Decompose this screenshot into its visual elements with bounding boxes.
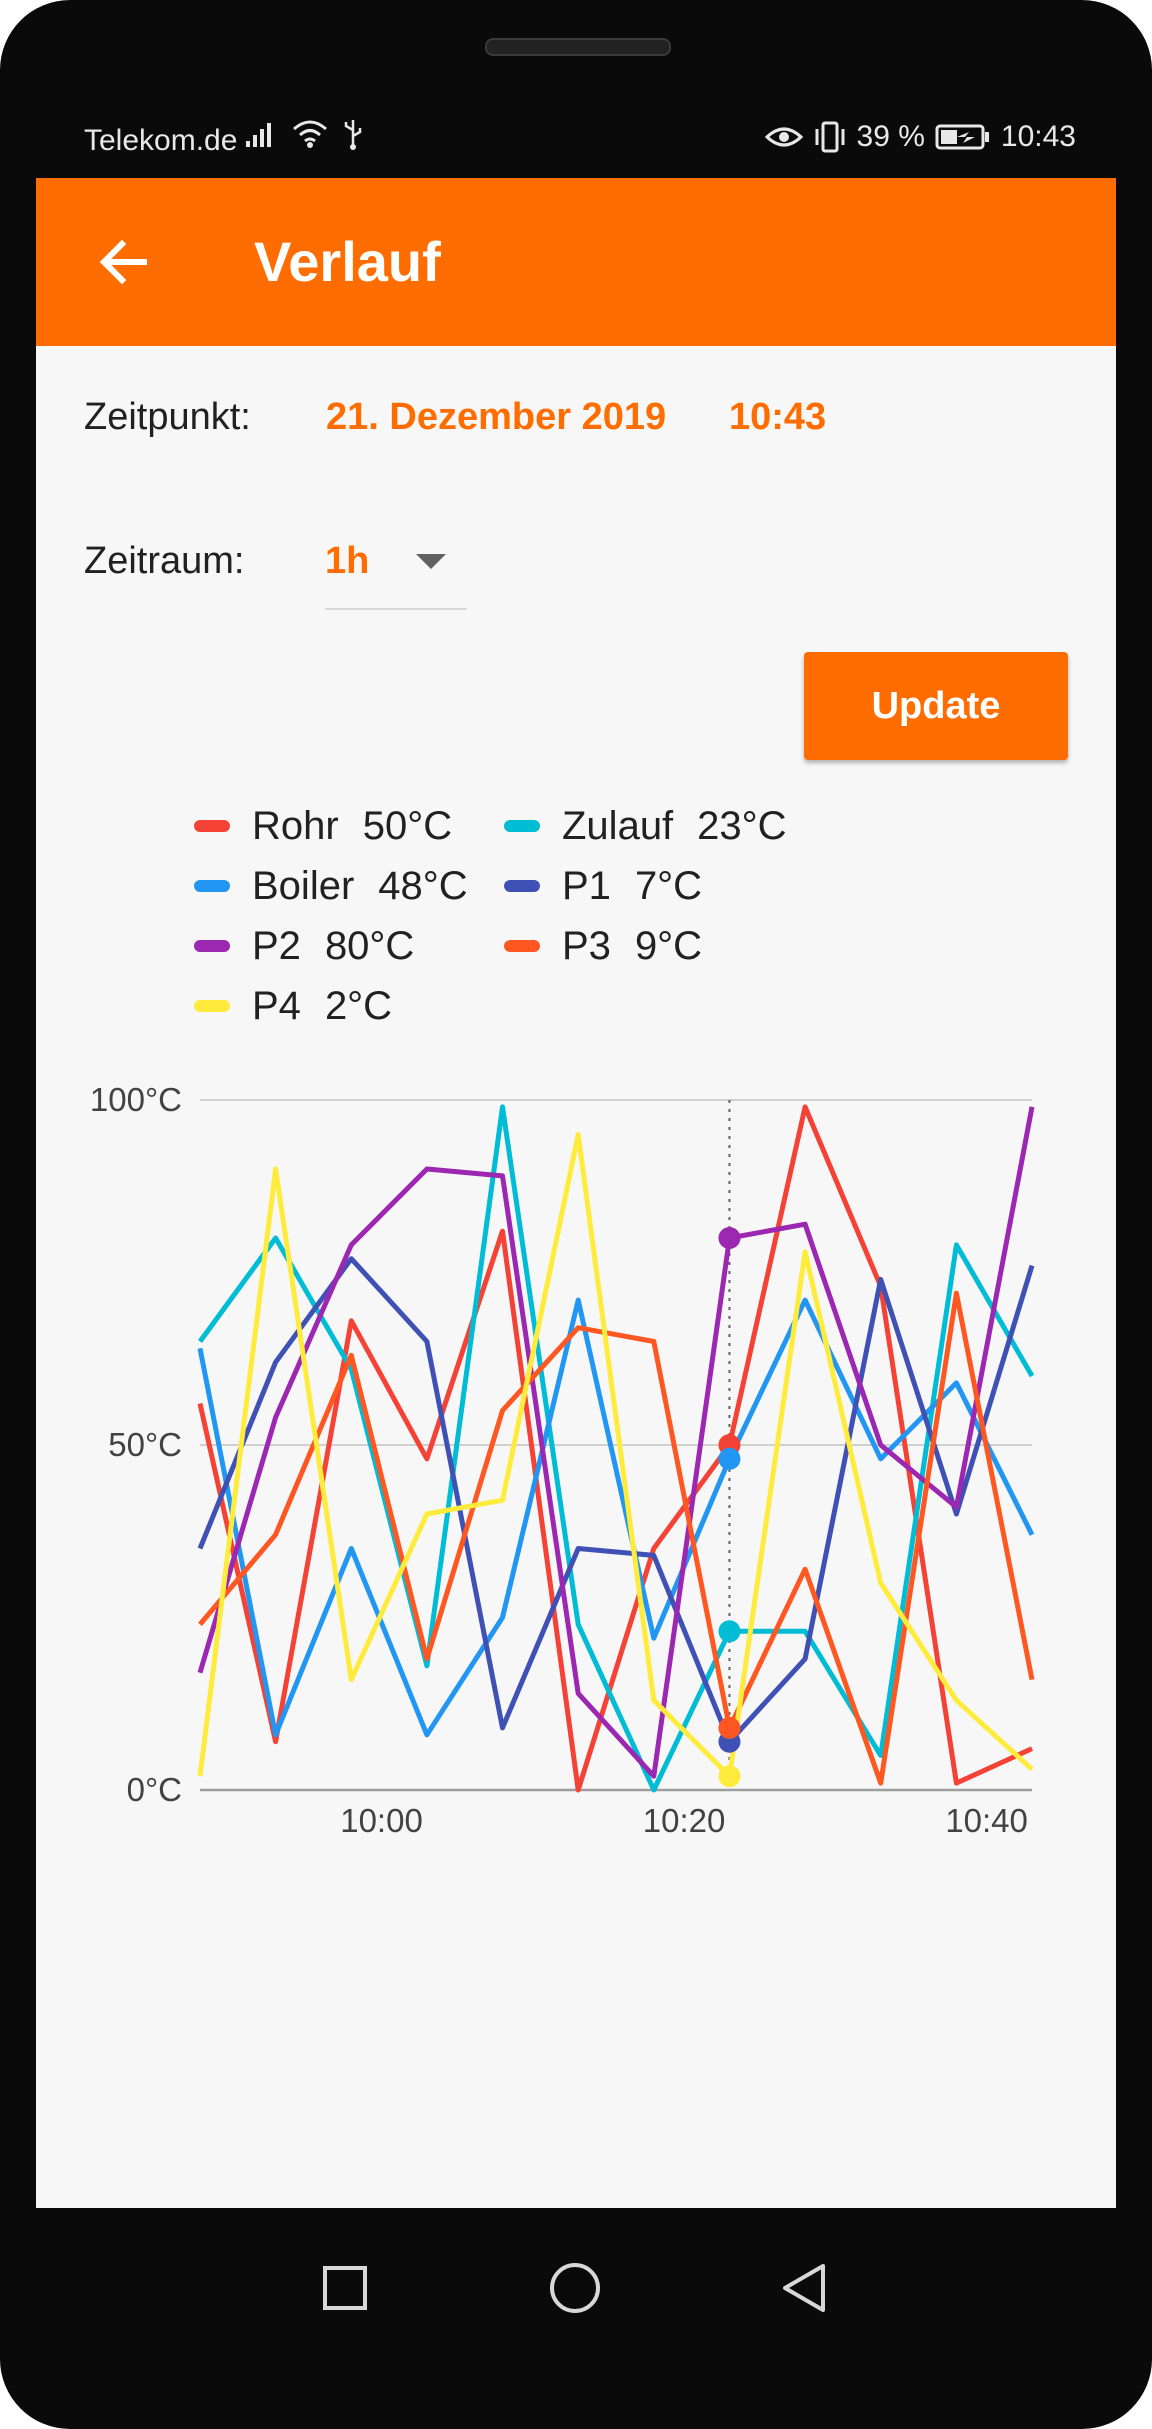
dropdown-arrow-icon	[416, 554, 446, 569]
legend-name: P3	[562, 923, 611, 968]
series-line-p4	[197, 1132, 1034, 1779]
carrier-name: Telekom.de	[84, 124, 238, 157]
legend-swatch	[194, 1000, 230, 1012]
vibrate-icon	[815, 121, 845, 153]
cursor-point-p4	[718, 1765, 741, 1788]
update-button[interactable]: Update	[804, 652, 1068, 760]
legend-value: 48°C	[378, 863, 468, 908]
zeitpunkt-time[interactable]: 10:43	[729, 396, 827, 438]
status-bar: Telekom.de	[36, 112, 1116, 172]
recent-apps-icon[interactable]	[305, 2248, 385, 2328]
legend-item-rohr: Rohr 50°C	[194, 801, 452, 851]
legend-swatch	[504, 820, 540, 832]
legend-value: 2°C	[324, 983, 393, 1028]
battery-percent: 39 %	[856, 120, 925, 153]
legend-item-boiler: Boiler 48°C	[194, 861, 468, 911]
legend-name: Zulauf	[562, 803, 674, 848]
cursor-point-zulauf	[718, 1620, 741, 1643]
series-line-p3	[198, 1290, 1035, 1786]
cursor-point-p3	[718, 1716, 741, 1739]
eye-comfort-icon	[764, 127, 803, 147]
home-icon[interactable]	[535, 2248, 615, 2328]
series-line-p2	[197, 1106, 1035, 1779]
app-bar: Verlauf	[36, 178, 1116, 346]
legend-swatch	[194, 880, 230, 892]
legend-value: 50°C	[362, 803, 453, 848]
legend-name: Boiler	[252, 863, 355, 908]
y-tick-label: 50°C	[108, 1426, 182, 1463]
app-screen: Verlauf Zeitpunkt: 21. Dezember 2019 10:…	[36, 178, 1116, 2208]
zeitpunkt-date[interactable]: 21. Dezember 2019	[326, 396, 667, 438]
wifi-icon	[293, 120, 327, 148]
usb-icon	[344, 120, 362, 150]
legend-item-p1: P1 7°C	[504, 861, 702, 911]
battery-icon	[935, 124, 989, 150]
legend-name: P1	[562, 863, 611, 908]
x-tick-label: 10:00	[340, 1802, 423, 1839]
legend-swatch	[504, 940, 540, 952]
legend-value: 23°C	[697, 803, 787, 848]
temperature-chart: 100°C 50°C 0°C 10:00 10:20 10:40	[36, 1028, 1116, 2028]
x-tick-label: 10:20	[643, 1802, 726, 1839]
legend-name: Rohr	[252, 803, 339, 848]
y-tick-label: 0°C	[127, 1771, 182, 1808]
legend-item-p3: P3 9°C	[504, 921, 702, 971]
legend-item-p2: P2 80°C	[194, 921, 414, 971]
legend-swatch	[194, 940, 230, 952]
signal-icon	[246, 123, 271, 147]
legend-swatch	[194, 820, 230, 832]
x-tick-label: 10:40	[945, 1802, 1028, 1839]
legend-value: 80°C	[324, 923, 415, 968]
cursor-point-boiler	[718, 1447, 741, 1470]
legend-value: 9°C	[634, 923, 703, 968]
series-line-zulauf	[197, 1104, 1035, 1793]
legend-value: 7°C	[634, 863, 703, 908]
zeitraum-label: Zeitraum:	[84, 540, 245, 582]
series-line-rohr	[197, 1104, 1034, 1793]
page-title: Verlauf	[254, 230, 441, 293]
zeitraum-dropdown[interactable]: 1h	[325, 528, 467, 610]
zeitraum-value: 1h	[325, 540, 370, 582]
legend-item-zulauf: Zulauf 23°C	[504, 801, 787, 851]
zeitpunkt-label: Zeitpunkt:	[84, 396, 251, 438]
legend-swatch	[504, 880, 540, 892]
back-nav-icon[interactable]	[765, 2248, 845, 2328]
clock-time: 10:43	[1000, 120, 1076, 153]
navigation-bar	[0, 2208, 1152, 2428]
legend-item-p4: P4 2°C	[194, 981, 392, 1031]
speaker-grille	[485, 38, 671, 56]
chart-svg: 100°C 50°C 0°C 10:00 10:20 10:40	[90, 1081, 1035, 1839]
legend-name: P4	[252, 983, 301, 1028]
arrow-back-icon[interactable]	[92, 230, 156, 294]
cursor-point-p2	[718, 1227, 741, 1249]
y-tick-label: 100°C	[90, 1081, 182, 1118]
dropdown-underline	[325, 608, 467, 610]
legend-name: P2	[252, 923, 301, 968]
